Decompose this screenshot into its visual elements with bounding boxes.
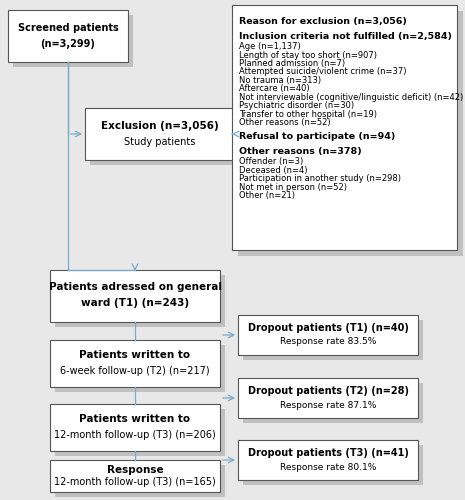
Bar <box>232 5 457 250</box>
Text: Participation in another study (n=298): Participation in another study (n=298) <box>239 174 401 183</box>
Text: Length of stay too short (n=907): Length of stay too short (n=907) <box>239 50 377 59</box>
Bar <box>238 378 418 418</box>
Bar <box>243 383 423 423</box>
Bar <box>13 15 133 67</box>
Bar <box>243 445 423 485</box>
Bar <box>50 340 220 387</box>
Text: Transfer to other hospital (n=19): Transfer to other hospital (n=19) <box>239 110 377 119</box>
Bar <box>85 108 235 160</box>
Text: Not met in person (n=52): Not met in person (n=52) <box>239 182 347 192</box>
Text: Aftercare (n=40): Aftercare (n=40) <box>239 84 310 94</box>
Text: 12-month follow-up (T3) (n=206): 12-month follow-up (T3) (n=206) <box>54 430 216 440</box>
Text: No trauma (n=313): No trauma (n=313) <box>239 76 321 85</box>
Bar <box>50 404 220 451</box>
Text: Attempted suicide/violent crime (n=37): Attempted suicide/violent crime (n=37) <box>239 68 406 76</box>
Bar <box>55 409 225 456</box>
Bar <box>243 320 423 360</box>
Text: Refusal to participate (n=94): Refusal to participate (n=94) <box>239 132 395 141</box>
Bar <box>50 270 220 322</box>
Text: ward (T1) (n=243): ward (T1) (n=243) <box>81 298 189 308</box>
Bar <box>90 113 240 165</box>
Text: Response: Response <box>106 465 163 475</box>
Text: Response rate 80.1%: Response rate 80.1% <box>280 462 376 471</box>
Text: Not interviewable (cognitive/linguistic deficit) (n=42): Not interviewable (cognitive/linguistic … <box>239 93 463 102</box>
Bar <box>55 275 225 327</box>
Text: Screened patients: Screened patients <box>18 23 119 33</box>
Text: Deceased (n=4): Deceased (n=4) <box>239 166 307 174</box>
Bar <box>55 465 225 497</box>
Text: Dropout patients (T1) (n=40): Dropout patients (T1) (n=40) <box>247 323 408 333</box>
Text: Other reasons (n=52): Other reasons (n=52) <box>239 118 331 128</box>
Text: Reason for exclusion (n=3,056): Reason for exclusion (n=3,056) <box>239 17 407 26</box>
Text: Exclusion (n=3,056): Exclusion (n=3,056) <box>101 121 219 131</box>
Bar <box>8 10 128 62</box>
Text: Response rate 87.1%: Response rate 87.1% <box>280 400 376 409</box>
Text: Psychiatric disorder (n=30): Psychiatric disorder (n=30) <box>239 102 354 110</box>
Text: Patients adressed on general: Patients adressed on general <box>48 282 221 292</box>
Text: Response rate 83.5%: Response rate 83.5% <box>280 338 376 346</box>
Text: Other reasons (n=378): Other reasons (n=378) <box>239 147 362 156</box>
Text: 12-month follow-up (T3) (n=165): 12-month follow-up (T3) (n=165) <box>54 477 216 487</box>
Text: Dropout patients (T3) (n=41): Dropout patients (T3) (n=41) <box>247 448 408 458</box>
Text: 6-week follow-up (T2) (n=217): 6-week follow-up (T2) (n=217) <box>60 366 210 376</box>
Text: Offender (n=3): Offender (n=3) <box>239 157 303 166</box>
Text: Inclusion criteria not fulfilled (n=2,584): Inclusion criteria not fulfilled (n=2,58… <box>239 32 452 41</box>
Text: (n=3,299): (n=3,299) <box>40 39 95 49</box>
Text: Patients written to: Patients written to <box>80 350 191 360</box>
Bar <box>238 440 418 480</box>
Text: Dropout patients (T2) (n=28): Dropout patients (T2) (n=28) <box>247 386 408 396</box>
Text: Age (n=1,137): Age (n=1,137) <box>239 42 301 51</box>
Bar <box>55 345 225 392</box>
Text: Planned admission (n=7): Planned admission (n=7) <box>239 59 345 68</box>
Bar <box>50 460 220 492</box>
Bar <box>238 315 418 355</box>
Text: Patients written to: Patients written to <box>80 414 191 424</box>
Text: Study patients: Study patients <box>124 137 196 147</box>
Text: Other (n=21): Other (n=21) <box>239 191 295 200</box>
Bar <box>238 11 463 256</box>
